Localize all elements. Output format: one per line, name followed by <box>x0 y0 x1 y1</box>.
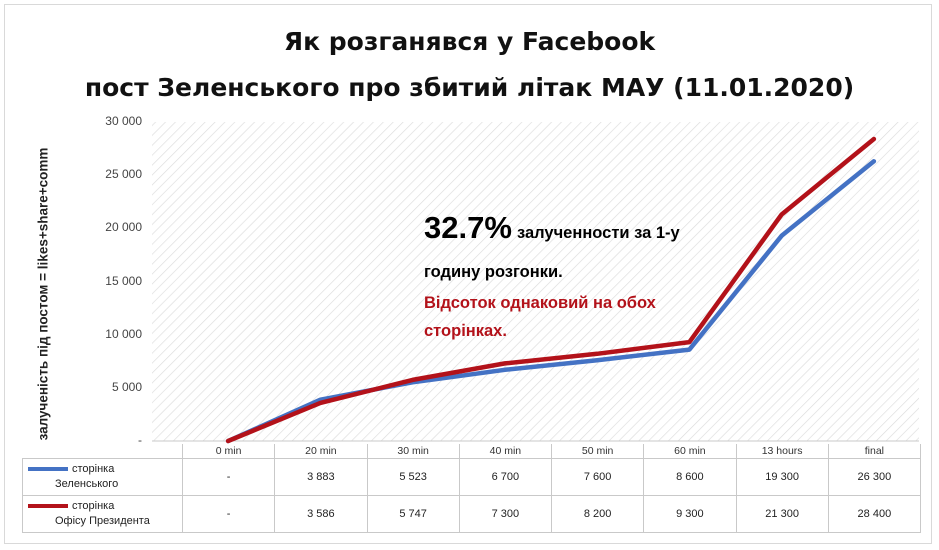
table-cell: 3 883 <box>274 458 368 496</box>
annotation-text: залученности за 1-у <box>517 224 680 242</box>
legend-label-line1: сторінка <box>72 462 115 475</box>
table-cell: - <box>181 458 276 496</box>
annotation-percent: 32.7% <box>424 210 512 245</box>
table-cell: 28 400 <box>827 495 922 533</box>
table-cell: 5 747 <box>366 495 460 533</box>
table-cell: 26 300 <box>827 458 922 496</box>
chart-title: Як розганявся у Facebook <box>283 27 656 56</box>
table-row-series-2: сторінка Офісу Президента - 3 586 5 747 … <box>22 495 922 533</box>
table-row-series-1: сторінка Зеленського - 3 883 5 523 6 700… <box>22 458 922 496</box>
y-tick-label: 15 000 <box>105 273 142 288</box>
table-cell: 7 300 <box>458 495 553 533</box>
y-tick-label: - <box>138 433 142 447</box>
table-cell: 3 586 <box>274 495 368 533</box>
chart-frame <box>4 4 932 544</box>
x-tick-label: final <box>827 444 922 459</box>
y-tick-label: 25 000 <box>105 167 142 182</box>
x-tick-label: 40 min <box>458 444 553 459</box>
x-tick-label: 20 min <box>274 444 368 459</box>
plot-area <box>152 122 919 441</box>
y-tick-label: 30 000 <box>105 114 142 128</box>
legend-swatch-red <box>28 504 68 509</box>
y-axis-label: залученість під постом = likes+share+com… <box>35 147 51 441</box>
header-corner <box>23 444 183 459</box>
annotation-note-line2: сторінках. <box>424 322 507 340</box>
legend-label-line1: сторінка <box>72 499 115 512</box>
table-cell: 5 523 <box>366 458 460 496</box>
x-tick-label: 50 min <box>550 444 645 459</box>
table-cell: - <box>181 495 276 533</box>
table-cell: 7 600 <box>550 458 645 496</box>
table-cell: 8 600 <box>643 458 737 496</box>
legend-label-line2: Офісу Президента <box>55 515 150 528</box>
annotation-text-line2: годину розгонки. <box>424 263 563 281</box>
table-cell: 9 300 <box>643 495 737 533</box>
chart-subtitle: пост Зеленського про збитий літак МАУ (1… <box>84 73 855 102</box>
table-cell: 6 700 <box>458 458 553 496</box>
table-cell: 21 300 <box>735 495 829 533</box>
y-tick-label: 20 000 <box>105 220 142 235</box>
table-cell: 8 200 <box>550 495 645 533</box>
data-table-header: 0 min 20 min 30 min 40 min 50 min 60 min… <box>23 444 922 459</box>
legend-entry-series-1: сторінка Зеленського <box>22 458 183 496</box>
x-tick-label: 0 min <box>181 444 276 459</box>
x-tick-label: 60 min <box>643 444 737 459</box>
x-tick-label: 13 hours <box>735 444 829 459</box>
x-tick-label: 30 min <box>366 444 460 459</box>
legend-entry-series-2: сторінка Офісу Президента <box>22 495 183 533</box>
annotation-note-line1: Відсоток однаковий на обох <box>424 294 656 312</box>
data-table: 0 min 20 min 30 min 40 min 50 min 60 min… <box>22 444 922 533</box>
series-line-2 <box>225 136 877 444</box>
legend-swatch-blue <box>28 467 68 472</box>
legend-label-line2: Зеленського <box>55 478 119 491</box>
y-tick-label: 5 000 <box>111 379 142 394</box>
y-tick-label: 10 000 <box>105 326 142 341</box>
table-cell: 19 300 <box>735 458 829 496</box>
